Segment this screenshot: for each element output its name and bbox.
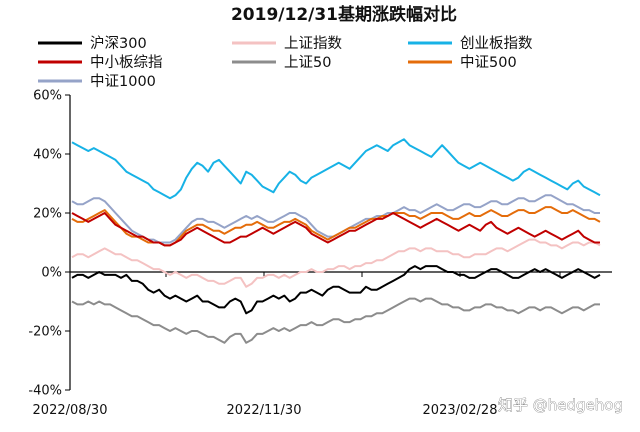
series-line bbox=[71, 212, 600, 247]
y-tick-label: 20% bbox=[33, 207, 62, 222]
y-tick-label: -20% bbox=[28, 325, 62, 340]
legend-label: 中证1000 bbox=[90, 73, 156, 90]
y-tick-label: 60% bbox=[33, 89, 62, 104]
chart-title: 2019/12/31基期涨跌幅对比 bbox=[231, 4, 457, 25]
legend-label: 上证指数 bbox=[284, 35, 342, 52]
series-line bbox=[71, 138, 601, 200]
series-lines bbox=[71, 138, 601, 344]
legend-label: 沪深300 bbox=[90, 35, 147, 52]
y-tick-label: -40% bbox=[28, 384, 62, 399]
series-line bbox=[71, 238, 601, 288]
legend-label: 上证50 bbox=[284, 54, 331, 71]
legend-label: 创业板指数 bbox=[460, 34, 533, 52]
legend-label: 中证500 bbox=[460, 54, 517, 71]
watermark: 知乎 @hedgehog bbox=[498, 396, 624, 415]
x-tick-label: 2023/02/28 bbox=[423, 403, 498, 418]
watermark-text: 知乎 @hedgehog bbox=[498, 396, 623, 414]
x-tick-label: 2022/08/30 bbox=[33, 403, 108, 418]
legend-label: 中小板综指 bbox=[90, 53, 163, 71]
y-tick-label: 0% bbox=[41, 266, 62, 281]
axes: 60% 40% 20% 0% -20% -40% 2022/08/30 2022/11/30 2… bbox=[28, 89, 612, 418]
series-line bbox=[71, 297, 600, 344]
y-tick-label: 40% bbox=[33, 148, 62, 163]
x-tick-label: 2022/11/30 bbox=[227, 403, 302, 418]
series-line bbox=[71, 265, 601, 315]
